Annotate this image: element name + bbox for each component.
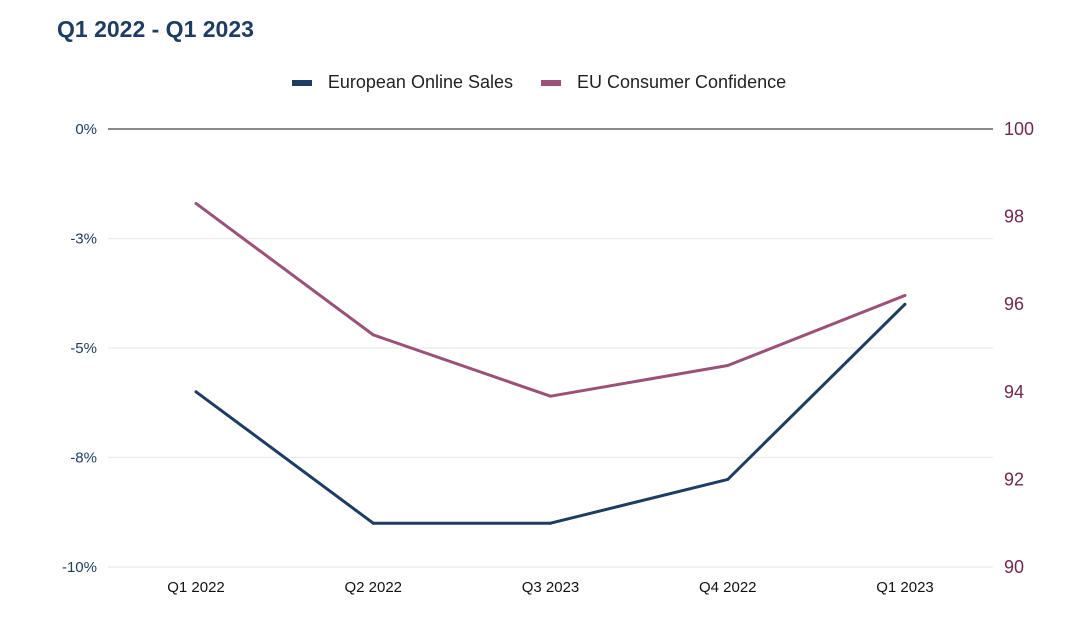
- data-point: [549, 521, 552, 525]
- data-point: [371, 333, 375, 337]
- x-tick-label: Q1 2022: [167, 579, 225, 596]
- data-point: [903, 293, 907, 297]
- right-tick-label: 92: [1004, 469, 1024, 489]
- left-tick-label: -8%: [70, 450, 97, 467]
- right-tick-label: 90: [1004, 557, 1024, 577]
- left-axis: 0% -3% -5% -8% -10%: [62, 121, 97, 576]
- legend-label-consumer-confidence: EU Consumer Confidence: [577, 72, 787, 92]
- data-point: [903, 302, 907, 306]
- gridlines: [108, 128, 993, 568]
- left-tick-label: -5%: [70, 340, 97, 357]
- legend: European Online Sales EU Consumer Confid…: [0, 72, 1078, 93]
- legend-swatch-online-sales: [291, 79, 312, 86]
- data-point: [194, 390, 198, 394]
- right-tick-label: 98: [1004, 207, 1024, 227]
- right-axis: 100 98 96 94 92 90: [1004, 119, 1034, 577]
- right-tick-label: 96: [1004, 294, 1024, 314]
- right-tick-label: 94: [1004, 382, 1024, 402]
- right-tick-label: 100: [1004, 119, 1034, 139]
- legend-label-online-sales: European Online Sales: [327, 72, 513, 92]
- x-tick-label: Q3 2023: [522, 579, 580, 596]
- legend-item-consumer-confidence: EU Consumer Confidence: [541, 72, 786, 93]
- chart-title: Q1 2022 - Q1 2023: [57, 16, 254, 42]
- series-line-consumer-confidence: [195, 202, 906, 398]
- left-tick-label: -3%: [70, 231, 97, 248]
- series-lines: [194, 201, 907, 525]
- x-axis: Q1 2022 Q2 2022 Q3 2023 Q4 2022 Q1 2023: [167, 579, 934, 596]
- data-point: [549, 394, 552, 398]
- x-tick-label: Q4 2022: [699, 579, 757, 596]
- data-point: [371, 521, 375, 525]
- legend-item-online-sales: European Online Sales: [291, 72, 513, 93]
- left-tick-label: -10%: [62, 559, 97, 576]
- legend-swatch-consumer-confidence: [541, 79, 561, 86]
- data-point: [726, 364, 730, 368]
- x-tick-label: Q1 2023: [876, 579, 934, 596]
- left-tick-label: 0%: [75, 121, 97, 138]
- data-point: [726, 477, 730, 481]
- data-point: [194, 201, 198, 205]
- x-tick-label: Q2 2022: [344, 579, 402, 596]
